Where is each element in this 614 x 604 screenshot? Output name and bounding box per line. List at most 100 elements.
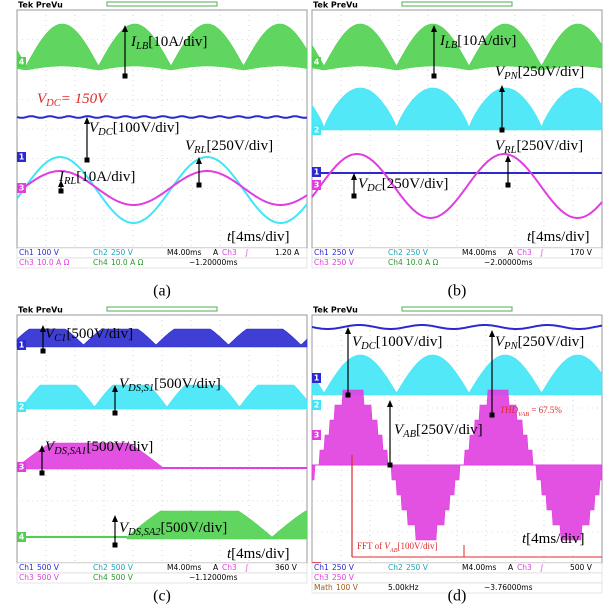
status-text: 10.0 A Ω (111, 258, 144, 267)
label-subscript: RL (193, 145, 206, 156)
arrow-tail (346, 393, 351, 398)
status-text: Ch4 (388, 258, 403, 267)
panel-caption: (c) (153, 588, 171, 604)
status-row (312, 258, 602, 268)
arrow-tail (85, 158, 90, 163)
channel-marker-text: 1 (314, 374, 320, 383)
status-text: M4.00ms (167, 563, 201, 572)
status-row (17, 563, 307, 573)
status-text: 250 V (406, 563, 429, 572)
channel-marker-text: 4 (19, 533, 25, 542)
status-row (312, 248, 602, 258)
status-text: ∫ (540, 248, 544, 257)
panel-caption: (a) (153, 283, 171, 300)
channel-marker-text: 3 (19, 463, 25, 472)
label-unit: [100V/div] (113, 120, 180, 136)
channel-marker-text: 2 (19, 403, 25, 412)
status-text: 1.20 A (275, 248, 300, 257)
status-text: Ch3 (517, 563, 532, 572)
waveform-label: t[4ms/div] (522, 531, 585, 547)
label-subscript: PN (503, 71, 518, 82)
header-text: Tek PreVu (18, 306, 63, 315)
status-text: Ch2 (93, 248, 108, 257)
label-unit: [500V/div] (154, 376, 221, 392)
status-text: −3.76000ms (484, 583, 533, 592)
channel-marker-text: 4 (19, 58, 25, 67)
status-text: Ch3 (19, 573, 34, 582)
label-subscript: RL (63, 176, 76, 187)
scope-panel: Tek PreVu123MVDC[100V/div]VPN[250V/div]V… (312, 305, 602, 593)
status-text: M4.00ms (462, 248, 496, 257)
label-unit: [100V/div] (376, 334, 443, 350)
label-subscript: LB (444, 40, 458, 51)
status-text: −2.00000ms (484, 258, 533, 267)
status-row (312, 563, 602, 573)
arrow-tail (41, 349, 46, 354)
label-unit: [250V/div] (516, 138, 583, 154)
label-unit: = 67.5% (529, 405, 562, 415)
status-text: Ch3 (314, 258, 329, 267)
arrow-tail (123, 74, 128, 79)
label-unit: [250V/div] (518, 334, 585, 350)
status-text: A (508, 248, 514, 257)
label-unit: [4ms/div] (531, 229, 589, 245)
status-text: Ch4 (93, 258, 108, 267)
arrow-tail (506, 183, 511, 188)
label-subscript: DS,SA2 (127, 527, 161, 538)
status-text: Ch1 (19, 248, 34, 257)
status-text: 250 V (111, 248, 134, 257)
status-text: −1.12000ms (189, 573, 238, 582)
arrow-tail (59, 189, 64, 194)
arrow-tail (500, 128, 505, 133)
header-text: Tek PreVu (313, 1, 358, 10)
status-text: 100 V (37, 248, 60, 257)
status-text: 500 V (37, 573, 60, 582)
panel-caption: (b) (448, 283, 467, 300)
status-text: Math (314, 583, 333, 592)
figure: Tek PreVu413ILB[10A/div]VDC= 150VVDC[100… (0, 0, 614, 604)
label-prefix: FFT of (357, 541, 384, 551)
status-text: M4.00ms (462, 563, 496, 572)
label-subscript: PN (503, 341, 518, 352)
channel-marker-text: 1 (314, 168, 320, 177)
label-unit: [500V/div] (87, 439, 154, 455)
status-text: ∫ (540, 563, 544, 572)
status-text: 10.0 A Ω (37, 258, 70, 267)
status-text: Ch3 (19, 258, 34, 267)
channel-marker-text: 3 (314, 181, 320, 190)
label-subscript: DC (97, 127, 114, 138)
status-text: ∫ (245, 563, 249, 572)
status-text: Ch2 (388, 563, 403, 572)
label-subscript: VAB (518, 411, 529, 418)
channel-marker-text: 3 (314, 431, 320, 440)
header-text: Tek PreVu (313, 306, 358, 315)
scope-panel: Tek PreVu4213ILB[10A/div]VPN[250V/div]VR… (312, 0, 602, 268)
label-subscript: AB (389, 547, 398, 554)
channel-marker-text: 1 (19, 153, 25, 162)
arrow-tail (40, 471, 45, 476)
label-unit: [4ms/div] (526, 531, 584, 547)
waveform-label: t[4ms/div] (227, 229, 290, 245)
label-unit: [250V/div] (206, 138, 273, 154)
label-subscript: RL (503, 145, 516, 156)
status-text: 500 V (111, 573, 134, 582)
status-text: Ch3 (222, 563, 237, 572)
arrow-tail (490, 413, 495, 418)
status-text: Ch2 (93, 563, 108, 572)
status-text: 250 V (332, 248, 355, 257)
status-text: 250 V (332, 563, 355, 572)
label-unit: = 150V (61, 91, 108, 107)
panel-caption: (d) (448, 588, 467, 604)
status-text: 500 V (570, 563, 593, 572)
status-row (17, 573, 307, 583)
status-text: Ch4 (93, 573, 108, 582)
label-subscript: DC (366, 183, 383, 194)
label-subscript: DS,SA1 (53, 446, 86, 457)
label-unit: [10A/div] (76, 169, 135, 185)
arrow-tail (432, 74, 437, 79)
channel-marker-text: 4 (314, 58, 320, 67)
scope-panel: Tek PreVu1234VC1[500V/div]VDS,S1[500V/di… (17, 305, 307, 583)
status-text: 170 V (570, 248, 593, 257)
status-text: Ch3 (222, 248, 237, 257)
